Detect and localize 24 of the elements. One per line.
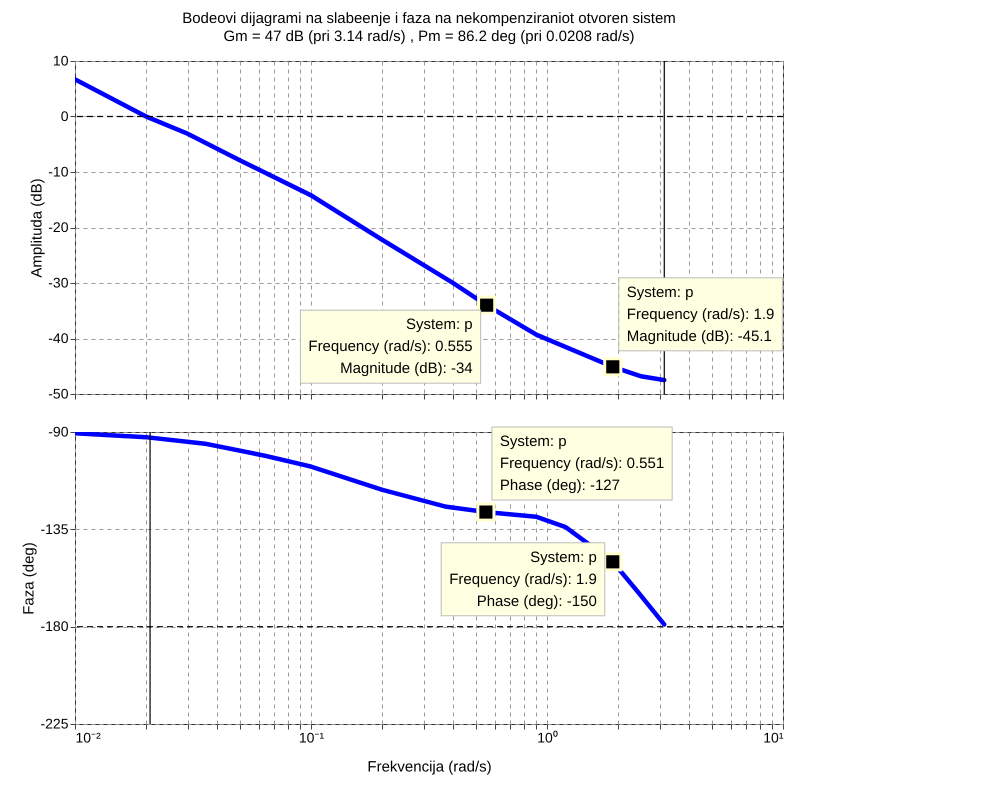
y-axis-title: Faza (deg)	[20, 542, 38, 615]
y-tick-label: 10	[52, 52, 69, 68]
y-tick-label: 0	[60, 108, 69, 124]
annotation: System: p Frequency (rad/s): 0.551 Phase (deg): -127	[500, 433, 664, 494]
y-axis-title: Amplituda (dB)	[28, 178, 46, 278]
y-tick-label: -225	[40, 716, 69, 732]
x-tick-label: 10⁰	[537, 730, 558, 746]
y-tick-label: -90	[48, 424, 69, 440]
annotation: System: p Frequency (rad/s): 0.555 Magnitude (dB): -34	[308, 316, 473, 378]
y-tick-label: -20	[48, 219, 69, 235]
x-axis-title: Frekvencija (rad/s)	[367, 758, 492, 776]
chart-title: Bodeovi dijagrami na slabeenje i faza na nekompenziraniot otvoren sistem	[182, 10, 676, 27]
chart-subtitle: Gm = 47 dB (pri 3.14 rad/s) , Pm = 86.2 deg (pri 0.0208 rad/s)	[223, 28, 635, 45]
x-tick-label: 10⁻¹	[298, 730, 324, 746]
y-tick-label: -40	[48, 330, 69, 346]
annotation: System: p Frequency (rad/s): 1.9 Magnitude (dB): -45.1	[626, 284, 774, 345]
y-tick-label: -50	[48, 386, 69, 402]
y-tick-label: -180	[40, 618, 69, 634]
y-tick-label: -30	[48, 274, 69, 290]
annotation: System: p Frequency (rad/s): 1.9 Phase (deg): -150	[449, 548, 597, 610]
x-tick-label: 10⁻²	[76, 730, 102, 746]
y-tick-label: -10	[48, 164, 69, 180]
x-tick-label: 10¹	[763, 730, 784, 746]
y-tick-label: -135	[40, 520, 69, 537]
